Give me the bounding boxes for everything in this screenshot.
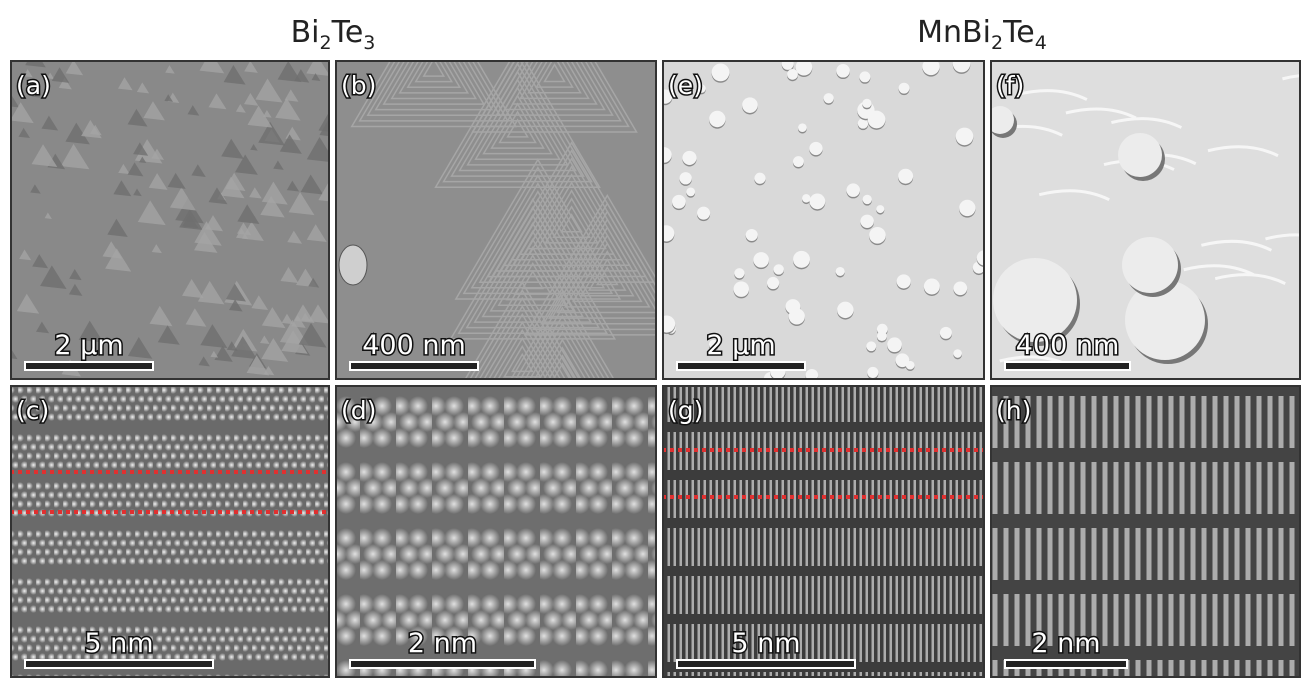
scale-label: 2 nm: [1031, 628, 1100, 659]
panel-label: (a): [16, 71, 51, 100]
scale-label: 5 nm: [731, 628, 800, 659]
scale-bar: [677, 660, 855, 668]
panel: (c) 5 nm: [10, 385, 330, 678]
panel-label: (h): [996, 396, 1031, 425]
panel: (d) 2 nm: [335, 385, 657, 678]
scale-bar: [350, 660, 535, 668]
header-part: Bi: [291, 15, 320, 50]
scale-label: 2 µm: [706, 330, 775, 361]
scale-bar: [350, 362, 478, 370]
scale-label: 400 nm: [362, 330, 466, 361]
scale-label: 400 nm: [1016, 330, 1120, 361]
panel-image: [10, 385, 330, 678]
scale-label: 2 µm: [54, 330, 123, 361]
panel-label: (d): [341, 396, 376, 425]
panel: (h) 2 nm: [990, 385, 1301, 678]
panel-label: (e): [668, 71, 703, 100]
panel-image: [335, 385, 657, 678]
figure: Bi2Te3 MnBi2Te4 (a)2 µm(b)400 nm(e)2 µm(…: [0, 0, 1301, 678]
column-header: Bi2Te3: [291, 15, 376, 54]
scale-label: 5 nm: [84, 628, 153, 659]
header-sub: 2: [991, 32, 1003, 54]
header-part: MnBi: [917, 15, 991, 50]
panel-label: (f): [996, 71, 1024, 100]
panel-label: (b): [341, 71, 376, 100]
header-sub: 2: [320, 32, 332, 54]
panel: (e) 2 µm: [656, 55, 992, 387]
scale-bar: [25, 362, 153, 370]
panel-label: (c): [16, 396, 49, 425]
scale-label: 2 nm: [408, 628, 477, 659]
header-sub: 3: [363, 32, 375, 54]
panel-label: (g): [668, 396, 703, 425]
scale-bar: [25, 660, 213, 668]
header-part: Te: [331, 15, 364, 50]
column-header: MnBi2Te4: [917, 15, 1047, 54]
panel: (f) 400 nm: [986, 60, 1301, 380]
header-part: Te: [1002, 15, 1035, 50]
scale-bar: [677, 362, 805, 370]
header-sub: 4: [1035, 32, 1047, 54]
panel: (a) 2 µm: [3, 49, 340, 380]
panel-image: [662, 385, 985, 678]
scale-bar: [1005, 362, 1130, 370]
scale-bar: [1005, 660, 1127, 668]
panel: (g) 5 nm: [662, 385, 985, 678]
panel: (b) 400 nm: [335, 0, 689, 431]
